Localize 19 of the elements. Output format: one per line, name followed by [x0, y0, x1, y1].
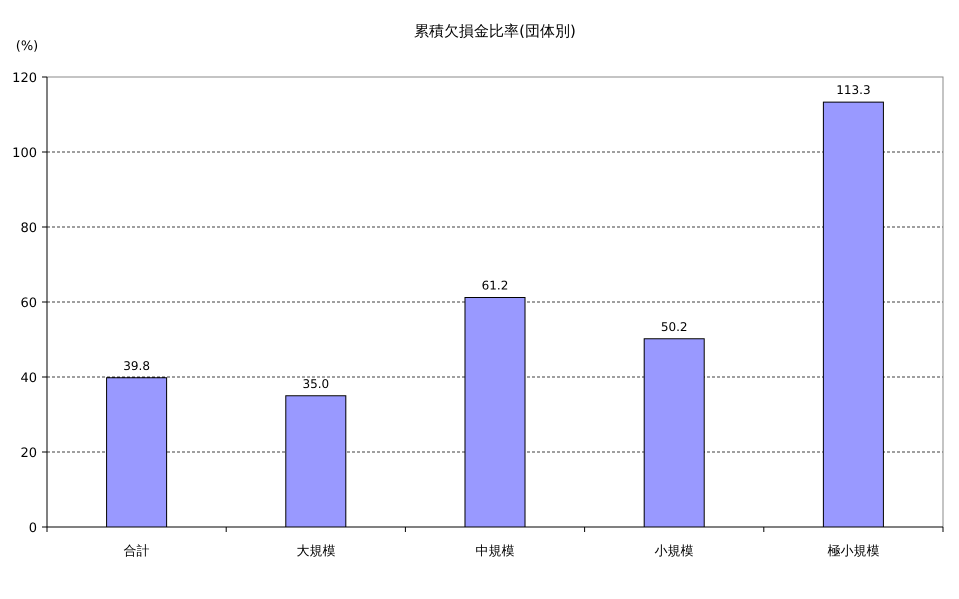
- x-tick-label: 大規模: [296, 544, 336, 559]
- data-label: 50.2: [660, 320, 688, 334]
- data-label: 61.2: [482, 278, 508, 292]
- data-label: 39.8: [123, 358, 150, 373]
- y-tick-label: 80: [20, 221, 37, 236]
- x-tick-label: 合計: [124, 544, 150, 559]
- y-tick-label: 60: [20, 296, 37, 311]
- y-tick-label: 20: [20, 446, 37, 461]
- y-tick-label: 0: [28, 521, 37, 536]
- y-tick-label: 40: [20, 371, 37, 386]
- y-tick-label: 100: [12, 146, 37, 161]
- x-tick-label: 極小規模: [827, 544, 880, 559]
- data-label: 35.0: [302, 376, 330, 391]
- chart-title: 累積欠損金比率(団体別): [414, 22, 576, 40]
- data-label: 113.3: [836, 83, 871, 98]
- y-axis-title: (%): [16, 39, 38, 54]
- y-tick-label: 120: [12, 71, 37, 86]
- x-tick-label: 中規模: [476, 544, 514, 559]
- x-tick-label: 小規模: [654, 544, 694, 559]
